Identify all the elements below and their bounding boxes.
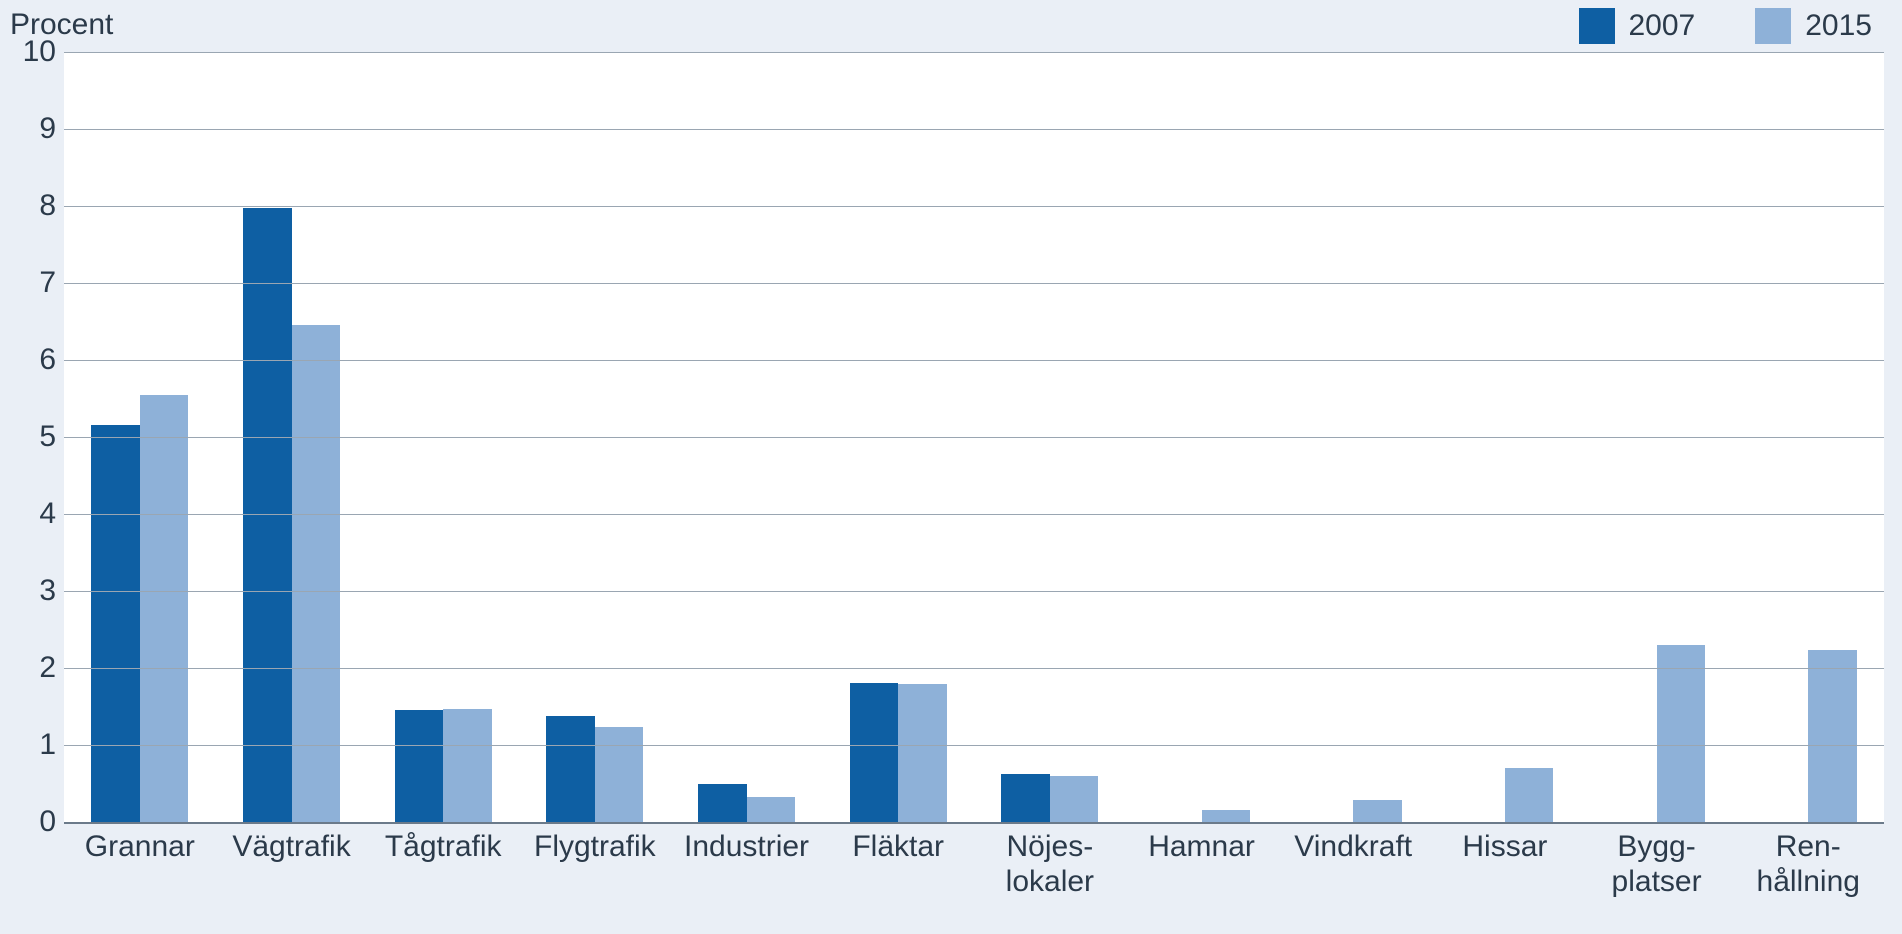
x-tick-label: Grannar [64, 830, 216, 899]
grid-line [64, 129, 1884, 130]
grid-line [64, 206, 1884, 207]
grid-line [64, 668, 1884, 669]
grid-line [64, 591, 1884, 592]
legend: 2007 2015 [1579, 8, 1873, 44]
x-tick-label: Vindkraft [1277, 830, 1429, 899]
plot-area [64, 52, 1884, 824]
bar [850, 683, 899, 822]
y-tick-label: 0 [12, 805, 56, 839]
x-tick-label: Flygtrafik [519, 830, 671, 899]
y-tick-label: 1 [12, 728, 56, 762]
grid-line [64, 360, 1884, 361]
bar [898, 684, 947, 822]
bar [1050, 776, 1099, 822]
y-tick-label: 10 [12, 35, 56, 69]
bar [1001, 774, 1050, 822]
grid-line [64, 437, 1884, 438]
x-tick-label: Hamnar [1126, 830, 1278, 899]
chart-container: Procent 20072015 GrannarVägtrafikTågtraf… [0, 0, 1902, 934]
bar [747, 797, 796, 822]
bar [595, 727, 644, 822]
legend-swatch [1755, 8, 1791, 44]
y-tick-label: 5 [12, 420, 56, 454]
bar [1505, 768, 1554, 822]
y-tick-label: 2 [12, 651, 56, 685]
y-tick-label: 7 [12, 266, 56, 300]
x-tick-label: Vägtrafik [216, 830, 368, 899]
x-tick-label: Tågtrafik [367, 830, 519, 899]
x-tick-label: Industrier [671, 830, 823, 899]
y-tick-label: 3 [12, 574, 56, 608]
bar [1353, 800, 1402, 822]
bar [292, 325, 341, 822]
bar [443, 709, 492, 822]
grid-line [64, 514, 1884, 515]
grid-line [64, 283, 1884, 284]
bar [1808, 650, 1857, 822]
legend-item: 2015 [1755, 8, 1872, 44]
bar [140, 395, 189, 822]
y-tick-label: 6 [12, 343, 56, 377]
y-tick-label: 9 [12, 112, 56, 146]
y-tick-label: 8 [12, 189, 56, 223]
y-tick-label: 4 [12, 497, 56, 531]
legend-item: 2007 [1579, 8, 1696, 44]
x-tick-label: Hissar [1429, 830, 1581, 899]
x-tick-label: Ren- hållning [1732, 830, 1884, 899]
grid-line [64, 745, 1884, 746]
bar [698, 784, 747, 822]
bar [1202, 810, 1251, 822]
grid-line [64, 52, 1884, 53]
x-tick-label: Fläktar [822, 830, 974, 899]
x-axis-labels: GrannarVägtrafikTågtrafikFlygtrafikIndus… [64, 830, 1884, 899]
legend-label: 2007 [1629, 9, 1696, 43]
x-tick-label: Nöjes- lokaler [974, 830, 1126, 899]
bar [395, 710, 444, 822]
legend-swatch [1579, 8, 1615, 44]
bar [546, 716, 595, 822]
bar [91, 425, 140, 822]
legend-label: 2015 [1805, 9, 1872, 43]
bar [1657, 645, 1706, 822]
x-tick-label: Bygg- platser [1581, 830, 1733, 899]
